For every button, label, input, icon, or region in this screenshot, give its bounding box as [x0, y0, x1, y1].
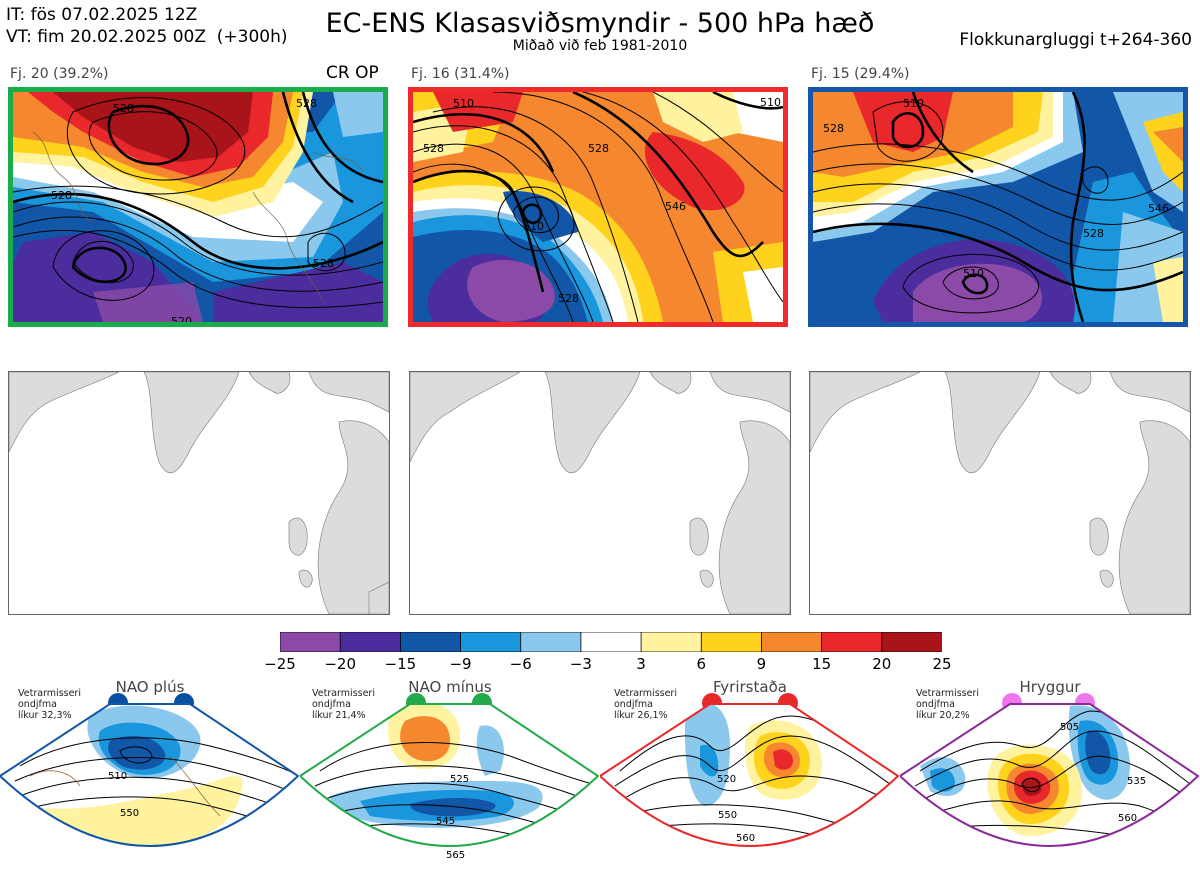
cluster-1-contour-label: 528 — [51, 189, 72, 202]
base-map-1 — [8, 371, 390, 615]
vt-line: VT: fim 20.02.2025 00Z (+300h) — [6, 27, 288, 47]
regime-contour-label: 560 — [736, 833, 755, 844]
regime-name: Fyrirstaða — [713, 678, 787, 696]
colorbar-tick-label: −15 — [384, 655, 417, 673]
cluster-2-contour-label: 546 — [665, 200, 686, 213]
cluster-1-badge: CR OP — [326, 63, 379, 83]
colorbar-swatches — [279, 631, 943, 653]
regime-info: Vetrarmisseri ondjfma líkur 32,3% — [18, 688, 81, 721]
colorbar-swatch — [881, 631, 943, 653]
regime-nao-minus: NAO mínus Vetrarmisseri ondjfma líkur 21… — [300, 676, 600, 871]
colorbar-swatch — [821, 631, 883, 653]
regime-info: Vetrarmisseri ondjfma líkur 26,1% — [614, 688, 677, 721]
cluster-1-contour-label: 528 — [313, 257, 334, 270]
cluster-1-map: 528 528 528 520 528 — [8, 87, 388, 327]
regime-contour-label: 550 — [718, 810, 737, 821]
cluster-2-contour-label: 510 — [453, 97, 474, 110]
cluster-2-contour-label: 528 — [558, 292, 579, 305]
cluster-3-label: Fj. 15 (29.4%) — [811, 66, 910, 82]
colorbar-tick-label: −9 — [449, 655, 472, 673]
colorbar-ticks: −25 −20 −15 −9 −6 −3 3 6 9 15 20 25 — [264, 655, 951, 675]
base-map-3 — [809, 371, 1191, 615]
colorbar-tick-label: −20 — [324, 655, 356, 673]
colorbar-tick-label: 6 — [696, 655, 707, 673]
window-label: Flokkunargluggi t+264-360 — [959, 30, 1192, 50]
cluster-2-contour-label: 516 — [553, 320, 574, 322]
colorbar-swatch — [700, 631, 763, 653]
colorbar-swatch — [460, 631, 522, 653]
colorbar-swatch — [520, 631, 582, 653]
it-line: IT: fös 07.02.2025 12Z — [6, 5, 198, 25]
colorbar-tick-label: 3 — [636, 655, 646, 673]
cluster-2-contour-label: 528 — [423, 142, 444, 155]
cluster-3-contour-label: 510 — [903, 97, 924, 110]
regime-contour-label: 550 — [120, 808, 139, 819]
colorbar-tick-label: 15 — [812, 655, 832, 673]
page-title: EC-ENS Klasasviðsmyndir - 500 hPa hæð — [325, 8, 875, 39]
cluster-1-contour-label: 528 — [296, 97, 317, 110]
cluster-1-contour-label: 528 — [113, 102, 134, 115]
colorbar-swatch — [399, 631, 462, 653]
regime-contour-label: 565 — [446, 850, 465, 861]
header-info: IT: fös 07.02.2025 12Z VT: fim 20.02.2025… — [6, 4, 288, 48]
cluster-3-contour-label: 528 — [823, 122, 844, 135]
regime-contour-label: 525 — [450, 774, 469, 785]
regime-contour-label: 535 — [1127, 776, 1146, 787]
cluster-3-contour-label: 510 — [963, 267, 984, 280]
regime-contour-label: 560 — [1118, 813, 1137, 824]
colorbar-swatch — [279, 631, 342, 653]
colorbar — [279, 631, 943, 653]
regime-contour-label: 545 — [436, 816, 455, 827]
colorbar-swatch — [761, 631, 823, 653]
colorbar-tick-label: 25 — [932, 655, 952, 673]
cluster-3-map: 510 528 510 528 546 520 546 564 — [808, 87, 1188, 327]
regime-ridge: Hryggur Vetrarmisseri ondjfma líkur 20,2… — [900, 676, 1200, 871]
cluster-2-label: Fj. 16 (31.4%) — [411, 66, 510, 82]
colorbar-tick-label: −25 — [264, 655, 296, 673]
cluster-2-contour-label: 528 — [588, 142, 609, 155]
cluster-2-contour-label: 510 — [523, 220, 544, 233]
base-map-2 — [409, 371, 791, 615]
cluster-3-contour-label: 546 — [1078, 320, 1099, 322]
cluster-2-map: 510 528 510 528 546 510 528 516 54 — [408, 87, 788, 327]
regime-contour-label: 520 — [717, 774, 736, 785]
regime-info: Vetrarmisseri ondjfma líkur 21,4% — [312, 688, 375, 721]
cluster-3-contour-label: 564 — [1158, 320, 1179, 322]
colorbar-tick-label: −6 — [509, 655, 532, 673]
regime-nao-plus: NAO plús Vetrarmisseri ondjfma líkur 32,… — [0, 676, 300, 871]
regime-contour-label: 510 — [108, 771, 127, 782]
colorbar-swatch — [640, 631, 703, 653]
regime-blocking: Fyrirstaða Vetrarmisseri ondjfma líkur 2… — [600, 676, 900, 871]
cluster-2-contour-label: 54 — [691, 320, 705, 322]
regime-contour-label: 505 — [1060, 722, 1079, 733]
cluster-3-contour-label: 528 — [1083, 227, 1104, 240]
cluster-2-contour-label: 510 — [760, 96, 781, 109]
cluster-3-contour-label: 520 — [958, 320, 979, 322]
colorbar-tick-label: −3 — [569, 655, 592, 673]
regime-info: Vetrarmisseri ondjfma líkur 20,2% — [916, 688, 979, 721]
colorbar-swatch — [339, 631, 402, 653]
cluster-1-contour-label: 520 — [171, 315, 192, 322]
cluster-3-contour-label: 546 — [1148, 202, 1169, 215]
regime-name: Hryggur — [1019, 678, 1081, 696]
regime-name: NAO mínus — [408, 678, 492, 696]
page-subtitle: Miðað við feb 1981-2010 — [512, 38, 688, 54]
colorbar-tick-label: 20 — [872, 655, 892, 673]
regime-name: NAO plús — [115, 678, 185, 696]
colorbar-tick-label: 9 — [756, 655, 767, 673]
cluster-1-label: Fj. 20 (39.2%) — [10, 66, 109, 82]
colorbar-swatch — [580, 631, 642, 653]
